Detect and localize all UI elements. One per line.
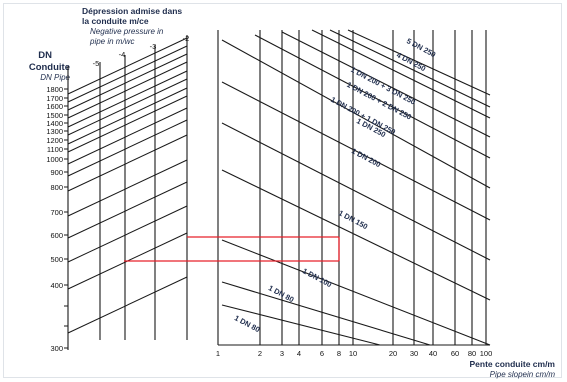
dn-tick-label: 1800 xyxy=(46,85,63,94)
slope-title-en: Pipe slopein cm/m xyxy=(490,370,556,379)
curve-label: 1 DN 200 xyxy=(350,146,382,169)
dn-title-en: DN Pipe xyxy=(40,73,70,82)
dn-tick-label: 800 xyxy=(50,183,63,192)
curve-label: 1 DN 100 xyxy=(301,266,333,289)
dn-line xyxy=(67,45,188,103)
slope-axis-ticks: 1 2 3 4 6 8 10 20 30 40 60 80 100 xyxy=(216,349,492,358)
slope-title-fr: Pente conduite cm/m xyxy=(470,359,556,369)
curve-label: 4 DN 250 xyxy=(395,50,427,73)
curve-lines xyxy=(221,29,491,346)
dn-tick-label: 1200 xyxy=(46,136,63,145)
example-readings xyxy=(124,236,340,262)
slope-tick-label: 4 xyxy=(297,349,301,358)
capacity-line xyxy=(329,29,491,108)
slope-tick-label: 40 xyxy=(429,349,437,358)
curve-label: 1 DN 80 xyxy=(267,283,296,304)
dn-tick-label: 1500 xyxy=(46,111,63,120)
capacity-line xyxy=(221,304,381,346)
dn-tick-label: 1600 xyxy=(46,102,63,111)
pressure-grid xyxy=(67,35,188,350)
dn-tick-label: 600 xyxy=(50,231,63,240)
pressure-tick-label: -2 xyxy=(183,34,190,43)
slope-tick-label: 100 xyxy=(480,349,493,358)
dn-line xyxy=(67,119,188,177)
slope-tick-label: 1 xyxy=(216,349,220,358)
dn-title-fr-1: DN xyxy=(38,50,52,61)
pressure-tick-label: -3 xyxy=(150,42,157,51)
slope-tick-label: 2 xyxy=(258,349,262,358)
capacity-line xyxy=(221,239,491,346)
dn-tick-label: 1300 xyxy=(46,127,63,136)
dn-line xyxy=(67,87,188,145)
diagram-frame xyxy=(3,3,562,378)
dn-tick-label: 1400 xyxy=(46,119,63,128)
capacity-line xyxy=(347,29,491,96)
pressure-axis-ticks: -5 -4 -3 -2 xyxy=(93,34,190,68)
capacity-line xyxy=(281,31,491,138)
capacity-line xyxy=(221,39,491,189)
pressure-title-fr-2: la conduite m/ce xyxy=(82,16,149,26)
dn-line xyxy=(67,107,188,165)
dn-line xyxy=(67,95,188,153)
capacity-line xyxy=(254,34,491,159)
slope-tick-label: 20 xyxy=(389,349,397,358)
dn-tick-label: 1700 xyxy=(46,94,63,103)
slope-tick-label: 80 xyxy=(468,349,476,358)
dn-tick-label: 900 xyxy=(50,168,63,177)
slope-tick-label: 60 xyxy=(451,349,459,358)
capacity-line xyxy=(221,81,491,221)
dn-line xyxy=(67,205,188,263)
pressure-title-fr-1: Dépression admise dans xyxy=(82,6,182,16)
pressure-title-en-2: pipe in m/wc xyxy=(89,37,134,46)
slope-grid xyxy=(217,30,490,346)
slope-tick-label: 3 xyxy=(280,349,284,358)
slope-tick-label: 30 xyxy=(410,349,418,358)
curve-label: 1 DN 80 xyxy=(233,313,262,334)
dn-line xyxy=(67,276,188,334)
slope-tick-label: 6 xyxy=(320,349,324,358)
dn-tick-label: 400 xyxy=(50,281,63,290)
dn-tick-label: 700 xyxy=(50,208,63,217)
capacity-line xyxy=(311,29,491,119)
capacity-line xyxy=(221,281,431,346)
dn-line xyxy=(67,61,188,119)
dn-tick-label: 300 xyxy=(50,344,63,353)
dn-tick-label: 500 xyxy=(50,255,63,264)
dn-line xyxy=(67,37,188,95)
dn-line xyxy=(67,53,188,111)
capacity-line xyxy=(221,169,491,301)
pressure-title-en-1: Negative pressure in xyxy=(90,27,164,36)
dn-line xyxy=(67,159,188,217)
dn-line xyxy=(67,78,188,136)
dn-line xyxy=(67,181,188,239)
pressure-tick-label: -5 xyxy=(93,59,100,68)
dn-tick-label: 1000 xyxy=(46,155,63,164)
capacity-line xyxy=(221,122,491,261)
slope-tick-label: 8 xyxy=(337,349,341,358)
dn-line xyxy=(67,70,188,128)
dn-tick-label: 1100 xyxy=(47,145,63,154)
dn-title-fr-2: Conduite xyxy=(29,62,70,73)
pressure-tick-label: -4 xyxy=(119,50,126,59)
dn-line xyxy=(67,134,188,192)
slope-tick-label: 10 xyxy=(349,349,357,358)
